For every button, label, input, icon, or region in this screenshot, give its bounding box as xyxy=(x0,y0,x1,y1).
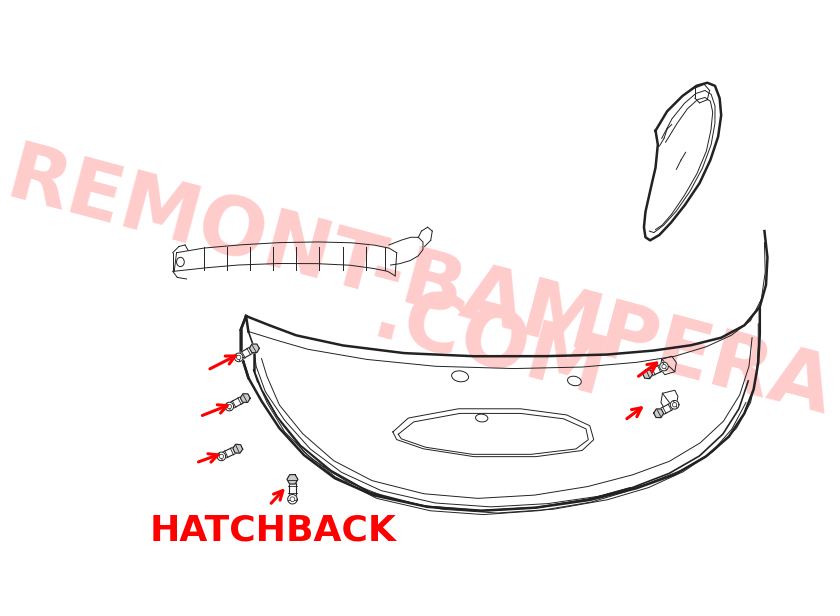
Polygon shape xyxy=(217,452,226,461)
Text: HATCHBACK: HATCHBACK xyxy=(150,513,396,547)
Polygon shape xyxy=(643,370,653,379)
Polygon shape xyxy=(659,402,675,415)
Circle shape xyxy=(673,403,677,407)
Circle shape xyxy=(237,355,241,360)
Polygon shape xyxy=(648,364,664,376)
Ellipse shape xyxy=(475,414,488,422)
Polygon shape xyxy=(670,400,679,409)
Polygon shape xyxy=(287,475,298,484)
Ellipse shape xyxy=(568,376,581,386)
Ellipse shape xyxy=(176,257,184,267)
Polygon shape xyxy=(287,495,297,504)
Polygon shape xyxy=(228,396,245,409)
Circle shape xyxy=(227,405,232,409)
Ellipse shape xyxy=(452,371,469,382)
Polygon shape xyxy=(221,447,238,459)
Circle shape xyxy=(219,454,223,458)
Polygon shape xyxy=(234,353,243,362)
Polygon shape xyxy=(659,362,669,371)
Circle shape xyxy=(290,497,295,501)
Polygon shape xyxy=(289,481,297,498)
Polygon shape xyxy=(654,409,664,418)
Text: .COM: .COM xyxy=(365,277,615,414)
Polygon shape xyxy=(249,344,260,352)
Circle shape xyxy=(662,365,666,369)
Text: REMONT-BAMPERA: REMONT-BAMPERA xyxy=(0,137,840,433)
Polygon shape xyxy=(240,394,250,402)
Polygon shape xyxy=(238,346,255,360)
Polygon shape xyxy=(233,444,243,453)
Polygon shape xyxy=(225,402,234,411)
